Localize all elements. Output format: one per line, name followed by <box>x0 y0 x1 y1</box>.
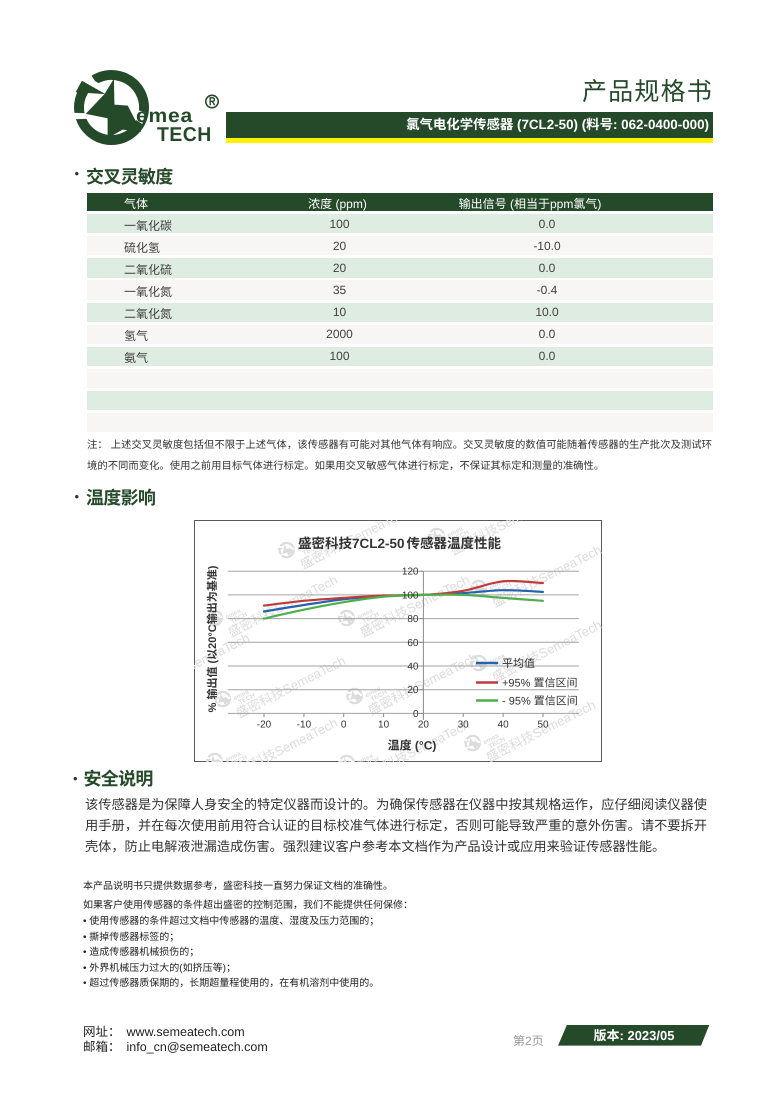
svg-text:100: 100 <box>402 590 419 601</box>
svg-text:0: 0 <box>341 720 347 731</box>
svg-text:120: 120 <box>402 567 419 578</box>
svg-text:20: 20 <box>407 685 419 696</box>
svg-text:+95% 置信区间: +95% 置信区间 <box>502 677 578 690</box>
svg-text:-20: -20 <box>257 720 272 731</box>
svg-text:40: 40 <box>498 720 510 731</box>
svg-text:10: 10 <box>378 720 390 731</box>
svg-text:温度 (°C): 温度 (°C) <box>388 739 437 753</box>
svg-text:平均值: 平均值 <box>502 657 535 670</box>
svg-text:60: 60 <box>407 638 419 649</box>
svg-text:50: 50 <box>537 720 549 731</box>
svg-text:80: 80 <box>407 614 419 625</box>
svg-text:% 输出值 (以20°C输出为基准): % 输出值 (以20°C输出为基准) <box>206 565 219 712</box>
svg-text:30: 30 <box>458 720 470 731</box>
svg-text:20: 20 <box>418 720 430 731</box>
svg-text:- 95% 置信区间: - 95% 置信区间 <box>502 695 578 708</box>
svg-text:0: 0 <box>413 709 419 720</box>
svg-text:-10: -10 <box>297 720 312 731</box>
svg-text:40: 40 <box>407 662 419 673</box>
